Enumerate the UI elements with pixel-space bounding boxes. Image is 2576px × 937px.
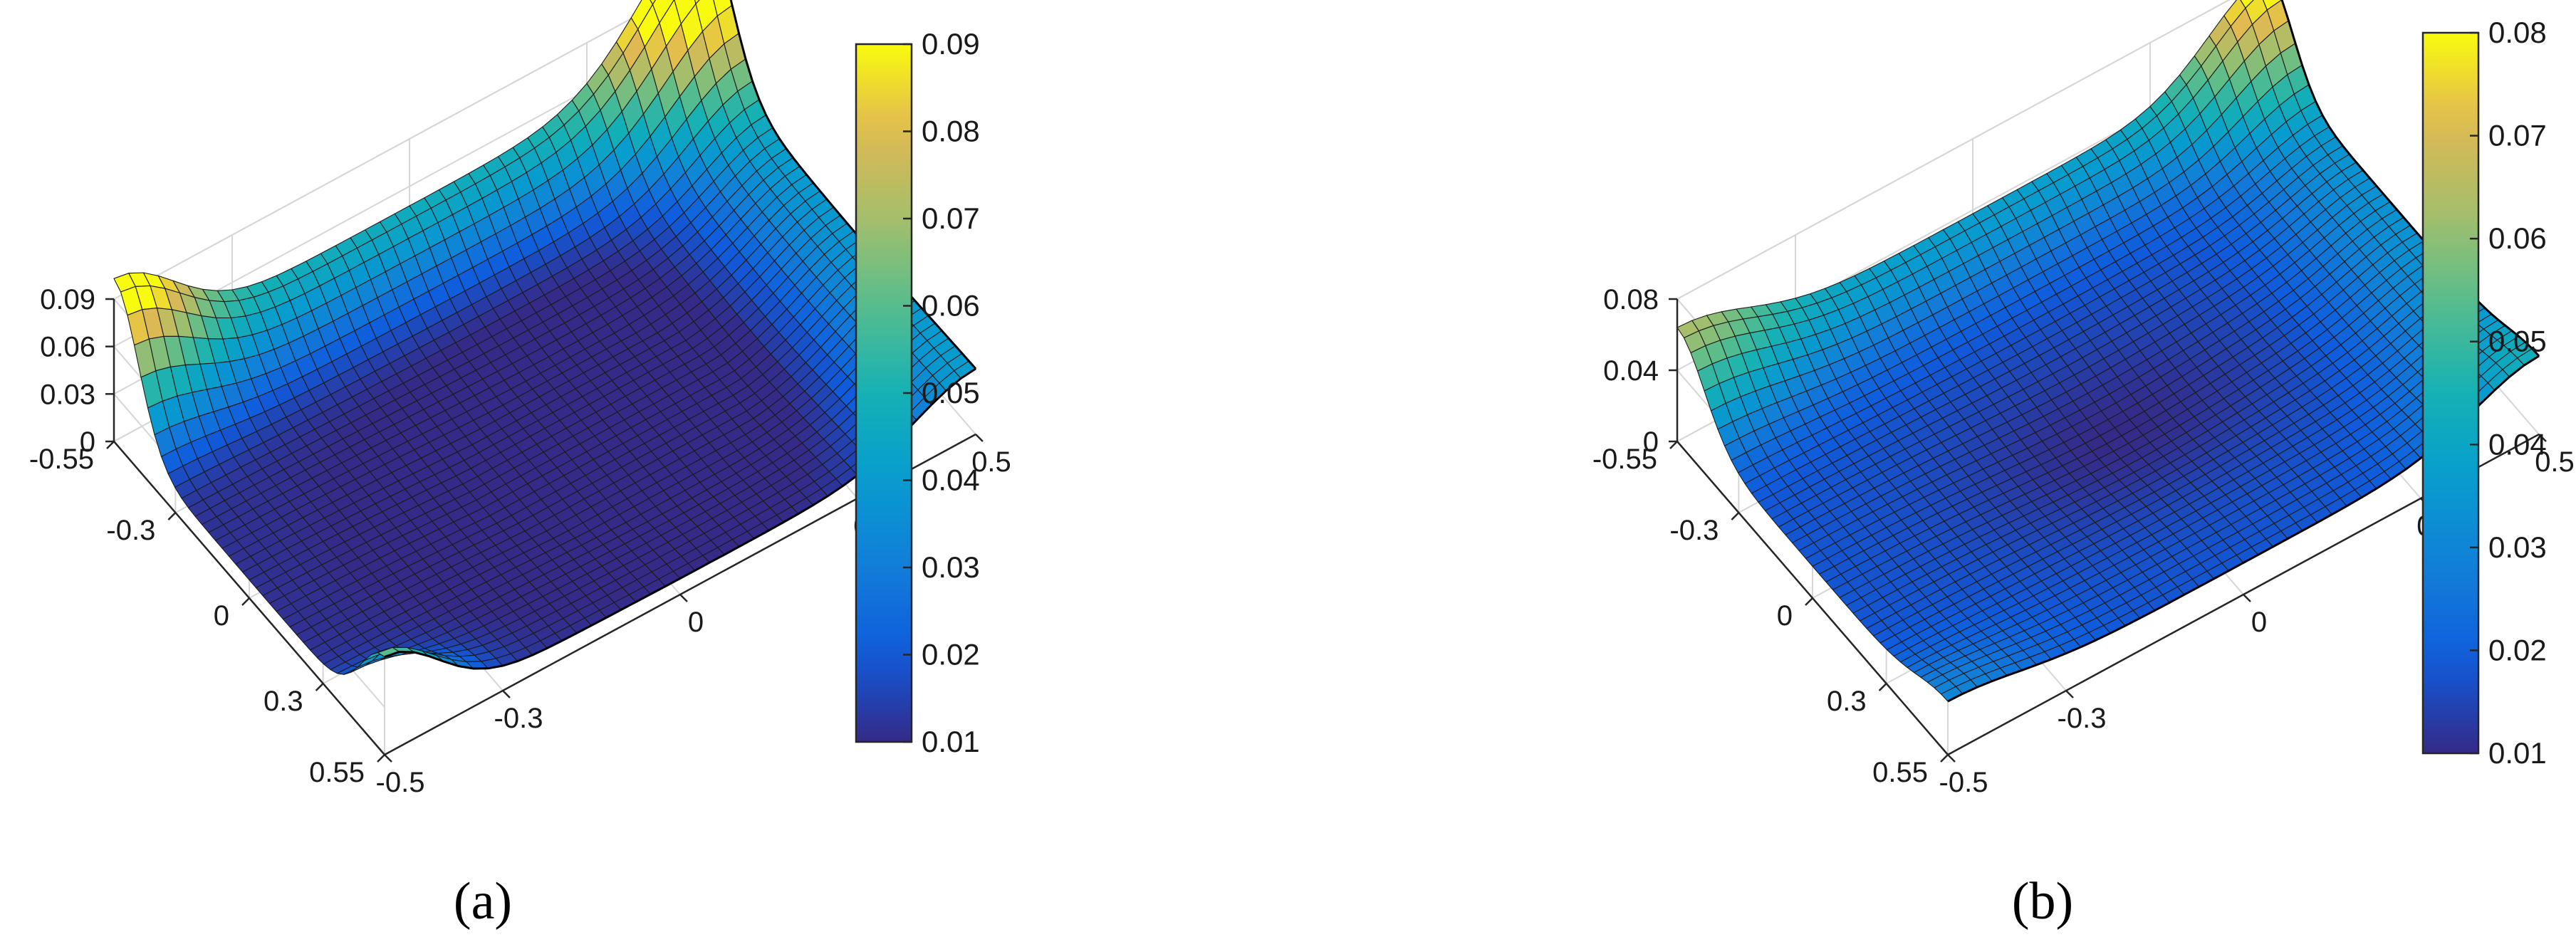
surface-plot-b: -0.55-0.300.30.55-0.5-0.300.30.500.040.0… — [1592, 0, 2575, 931]
colorbar-tick-label: 0.09 — [922, 27, 980, 61]
x-tick-label: 0 — [1777, 600, 1793, 632]
x-tick-label: -0.55 — [1592, 444, 1657, 475]
y-tick-mark — [2243, 594, 2251, 602]
colorbar-tick-label: 0.07 — [922, 201, 980, 235]
y-tick-mark — [679, 594, 688, 602]
x-tick-label: 0.3 — [264, 686, 303, 717]
z-tick-label: 0.08 — [1603, 284, 1659, 315]
colorbar-frame — [2421, 31, 2480, 755]
z-tick-label: 0 — [80, 426, 95, 458]
z-tick-label: 0.06 — [40, 332, 95, 363]
surface-edge-line — [2280, 0, 2540, 357]
y-tick-label: 0.5 — [2535, 446, 2575, 478]
colorbar-tick-label: 0.06 — [2488, 221, 2547, 255]
x-tick-label: -0.3 — [106, 515, 155, 546]
z-tick-label: 0.04 — [1603, 355, 1659, 387]
z-tick-label: 0.09 — [40, 284, 95, 315]
grid-line — [1677, 0, 2231, 300]
colorbar-tick-label: 0.01 — [2488, 736, 2547, 770]
y-tick-label: -0.5 — [1939, 767, 1988, 798]
x-tick-mark — [106, 441, 115, 449]
y-tick-label: -0.3 — [2058, 703, 2107, 734]
x-tick-mark — [167, 512, 177, 520]
colorbar-tick-label: 0.08 — [2488, 16, 2547, 49]
colorbar-tick-label: 0.05 — [2488, 325, 2547, 358]
y-tick-mark — [1947, 754, 1956, 763]
x-tick-mark — [1878, 683, 1887, 691]
x-tick-label: -0.55 — [29, 444, 94, 475]
panel-label: (a) — [454, 872, 512, 931]
x-tick-label: 0.55 — [1872, 757, 1928, 788]
y-tick-mark — [2538, 434, 2547, 442]
surface-plot-a: -0.55-0.300.30.55-0.5-0.300.30.500.030.0… — [29, 0, 1011, 931]
colorbar-tick-label: 0.04 — [922, 464, 980, 497]
colorbar-tick-label: 0.04 — [2488, 427, 2547, 461]
surface-patch — [2240, 0, 2254, 9]
x-tick-label: -0.3 — [1669, 515, 1719, 546]
y-tick-mark — [2065, 690, 2074, 698]
surface-patch — [2263, 0, 2283, 11]
z-tick-label: 0.03 — [40, 379, 95, 410]
surface-mesh — [1677, 0, 2540, 702]
x-tick-label: 0 — [214, 600, 229, 632]
surface-mesh — [113, 0, 976, 675]
x-tick-mark — [1669, 441, 1678, 449]
y-tick-label: 0 — [2251, 607, 2267, 638]
x-tick-mark — [315, 683, 324, 691]
x-tick-mark — [1731, 512, 1740, 520]
colorbar-tick-label: 0.07 — [2488, 119, 2547, 152]
x-tick-mark — [1805, 597, 1813, 606]
panel-label: (b) — [2012, 872, 2073, 931]
x-tick-label: 0.55 — [309, 757, 365, 788]
colorbar-tick-label: 0.08 — [922, 115, 980, 148]
y-tick-mark — [384, 754, 392, 763]
y-tick-label: -0.3 — [494, 703, 543, 734]
y-tick-label: 0.5 — [971, 446, 1011, 478]
surface-patch — [652, 0, 675, 23]
colorbar: 0.01 0.02 0.03 0.04 0.05 0.06 0.07 0.08 — [2421, 16, 2547, 770]
y-tick-label: -0.5 — [376, 767, 425, 798]
tick-labels: -0.55-0.300.30.55-0.5-0.300.30.500.030.0… — [29, 284, 1011, 798]
colorbar-gradient — [2423, 33, 2478, 753]
x-tick-mark — [377, 754, 385, 763]
colorbar-tick-label: 0.03 — [922, 550, 980, 584]
colorbar-tick-label: 0.02 — [2488, 633, 2547, 666]
y-tick-label: 0 — [688, 607, 704, 638]
z-tick-label: 0 — [1643, 426, 1659, 458]
surface-edge-line — [729, 0, 977, 370]
colorbar-gradient — [856, 44, 912, 742]
surface-patch — [650, 0, 656, 5]
colorbar-tick-label: 0.05 — [922, 376, 980, 409]
x-tick-mark — [1940, 754, 1949, 763]
y-tick-mark — [502, 690, 511, 698]
colorbar-tick-label: 0.06 — [922, 289, 980, 323]
colorbar-tick-label: 0.01 — [922, 725, 980, 758]
y-tick-mark — [975, 434, 984, 442]
x-tick-label: 0.3 — [1827, 686, 1867, 717]
x-tick-mark — [241, 597, 250, 606]
colorbar-tick-label: 0.02 — [922, 638, 980, 671]
grid-line — [113, 0, 667, 300]
colorbar-tick-label: 0.03 — [2488, 530, 2547, 564]
colorbar: 0.01 0.02 0.03 0.04 0.05 0.06 0.07 0.08 0.09 — [855, 27, 980, 758]
